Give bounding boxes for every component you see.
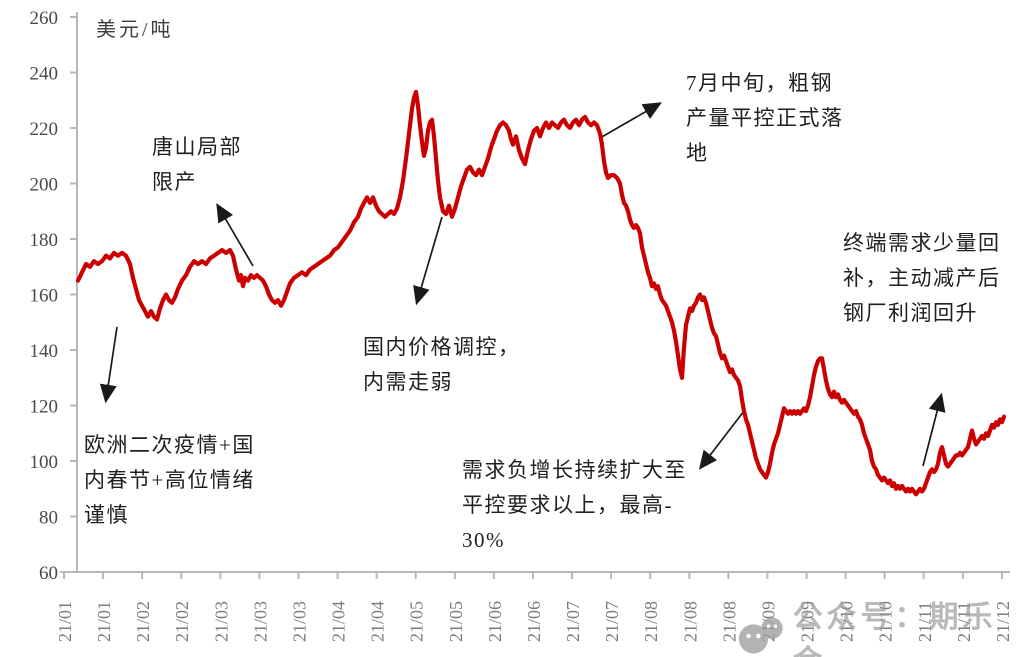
x-tick-label: 21/03 [211,601,231,642]
x-tick-label: 21/06 [524,601,544,642]
annotation-arrow-tangshan-restriction [216,203,254,267]
annotation-line: 补，主动减产后 [843,266,1001,290]
x-tick-label: 21/06 [485,601,505,642]
x-tick-label: 21/11 [915,602,935,642]
y-tick-label: 160 [30,286,59,307]
annotation-line: 内春节+高位情绪 [84,468,255,492]
annotation-tangshan-restriction: 唐山局部 限产 [152,130,242,200]
x-tick-label: 21/10 [837,601,857,642]
x-tick-label: 21/08 [680,601,700,642]
y-tick-label: 240 [30,64,59,85]
y-tick-label: 200 [30,175,59,196]
annotation-line: 需求负增长持续扩大至 [462,458,687,482]
annotation-line: 30% [462,528,505,552]
annotation-arrow-terminal-demand-rebound [922,392,946,467]
x-tick-label: 21/01 [94,601,114,642]
wechat-icon [738,617,783,654]
annotation-line: 终端需求少量回 [843,231,1001,255]
annotation-arrow-demand-negative-growth [698,410,745,470]
y-tick-label: 80 [39,508,58,529]
annotation-europe-covid-caution: 欧洲二次疫情+国 内春节+高位情绪 谨慎 [84,428,255,533]
annotation-line: 限产 [152,170,197,194]
price-series-line [75,89,1007,497]
annotation-arrow-domestic-price-control [413,216,443,306]
annotation-line: 唐山局部 [152,135,242,159]
y-tick-label: 180 [30,230,59,251]
annotation-domestic-price-control: 国内价格调控， 内需走弱 [363,330,521,400]
annotation-line: 7月中旬，粗钢 [686,71,833,95]
x-tick-label: 21/08 [719,601,739,642]
annotation-terminal-demand-rebound: 终端需求少量回 补，主动减产后 钢厂利润回升 [843,226,1001,331]
x-tick-label: 21/12 [993,601,1013,642]
annotation-arrow-europe-covid-caution [99,326,118,404]
y-tick-label: 100 [30,452,59,473]
x-tick-label: 21/05 [407,601,427,642]
x-tick-label: 21/11 [954,602,974,642]
x-tick-label: 21/07 [602,601,622,642]
x-tick-label: 21/08 [641,601,661,642]
annotation-line: 地 [686,141,709,165]
y-tick-label: 120 [30,397,59,418]
x-tick-label: 21/03 [289,601,309,642]
x-tick-label: 21/10 [876,601,896,642]
x-tick-label: 21/02 [172,601,192,642]
x-tick-label: 21/07 [563,601,583,642]
watermark: 公众号：期乐会 [735,592,1024,657]
annotation-line: 钢厂利润回升 [843,301,978,325]
annotation-demand-negative-growth: 需求负增长持续扩大至 平控要求以上，最高- 30% [462,453,687,558]
y-tick-label: 60 [39,563,58,584]
watermark-text: 公众号：期乐会 [792,601,997,657]
y-tick-label: 260 [30,8,59,29]
annotation-line: 谨慎 [84,503,129,527]
annotation-july-crude-steel-control: 7月中旬，粗钢 产量平控正式落地 [686,66,844,171]
annotation-line: 国内价格调控， [363,335,521,359]
annotation-line: 平控要求以上，最高- [462,493,673,517]
x-tick-label: 21/01 [55,601,75,642]
x-tick-label: 21/03 [250,601,270,642]
annotation-line: 产量平控正式落 [686,106,844,130]
x-tick-label: 21/09 [798,601,818,642]
y-tick-label: 140 [30,341,59,362]
y-tick-label: 220 [30,119,59,140]
x-tick-label: 21/05 [446,601,466,642]
annotation-line: 欧洲二次疫情+国 [84,433,255,457]
x-tick-label: 21/02 [133,601,153,642]
annotation-arrow-july-crude-steel-control [599,102,662,139]
annotation-line: 内需走弱 [363,370,453,394]
y-axis-unit-label: 美元/吨 [96,19,174,41]
x-tick-label: 21/04 [368,601,388,642]
x-tick-label: 21/04 [329,601,349,642]
